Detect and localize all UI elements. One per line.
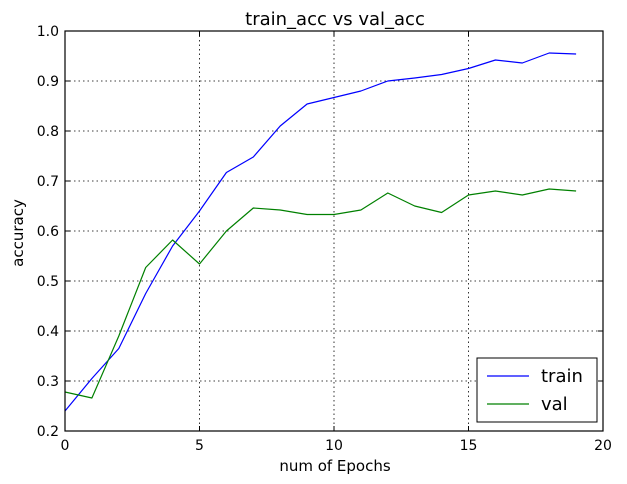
- x-axis-label: num of Epochs: [279, 457, 391, 475]
- y-tick-label: 0.4: [37, 324, 59, 340]
- series-line-train: [64, 52, 577, 412]
- x-tick-label: 5: [195, 438, 204, 454]
- x-tick-label: 10: [325, 438, 343, 454]
- series-layer: [64, 52, 577, 412]
- legend-label-val: val: [541, 394, 568, 415]
- y-tick-label: 0.8: [37, 124, 59, 140]
- y-tick-label: 0.9: [37, 74, 59, 90]
- y-tick-label: 0.2: [37, 424, 59, 440]
- y-axis-label: accuracy: [9, 199, 27, 267]
- axis-ticks: 0 5 10 15 20 0.2 0.3 0.4 0.5 0.6 0.7 0.8 0.9 1.0: [37, 24, 612, 454]
- legend-label-train: train: [541, 366, 583, 387]
- y-tick-label: 0.5: [37, 274, 59, 290]
- chart-title: train_acc vs val_acc: [245, 9, 425, 30]
- y-tick-label: 1.0: [37, 24, 59, 40]
- x-tick-label: 20: [594, 438, 612, 454]
- x-tick-label: 0: [61, 438, 70, 454]
- legend: train val: [476, 357, 598, 423]
- series-line-val: [64, 188, 577, 399]
- y-tick-label: 0.7: [37, 174, 59, 190]
- y-tick-label: 0.3: [37, 374, 59, 390]
- x-tick-label: 15: [460, 438, 478, 454]
- y-tick-label: 0.6: [37, 224, 59, 240]
- legend-box: [476, 357, 598, 423]
